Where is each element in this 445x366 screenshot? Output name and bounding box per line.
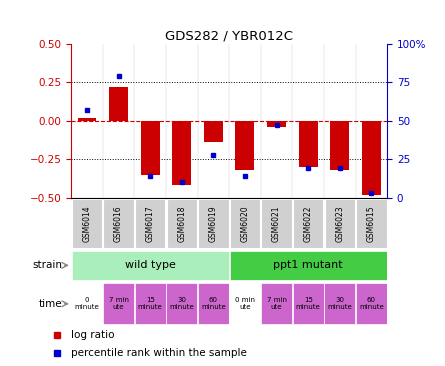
Bar — [141, 121, 160, 175]
Bar — [135, 199, 166, 248]
Text: strain: strain — [32, 260, 62, 270]
Title: GDS282 / YBR012C: GDS282 / YBR012C — [165, 30, 293, 43]
Bar — [293, 199, 324, 248]
Bar — [77, 118, 97, 121]
Text: 60
minute: 60 minute — [201, 297, 226, 310]
Text: ppt1 mutant: ppt1 mutant — [273, 260, 343, 270]
Bar — [230, 283, 260, 324]
Bar — [172, 121, 191, 185]
Text: GSM6016: GSM6016 — [114, 205, 123, 242]
Bar — [235, 121, 255, 170]
Bar — [103, 283, 134, 324]
Text: 7 min
ute: 7 min ute — [109, 297, 129, 310]
Text: GSM6023: GSM6023 — [335, 205, 344, 242]
Bar — [204, 121, 223, 142]
Text: 15
minute: 15 minute — [296, 297, 320, 310]
Bar — [166, 199, 197, 248]
Bar — [261, 283, 292, 324]
Bar — [109, 87, 128, 121]
Bar — [135, 283, 166, 324]
Bar — [103, 199, 134, 248]
Bar — [230, 251, 387, 280]
Bar — [299, 121, 318, 167]
Text: time: time — [39, 299, 62, 309]
Text: log ratio: log ratio — [70, 330, 114, 340]
Text: GSM6019: GSM6019 — [209, 205, 218, 242]
Text: GSM6022: GSM6022 — [303, 205, 313, 242]
Text: GSM6017: GSM6017 — [146, 205, 155, 242]
Text: percentile rank within the sample: percentile rank within the sample — [70, 348, 247, 358]
Text: 15
minute: 15 minute — [138, 297, 162, 310]
Bar — [324, 283, 355, 324]
Bar — [72, 199, 102, 248]
Bar — [293, 283, 324, 324]
Bar — [356, 199, 387, 248]
Text: GSM6014: GSM6014 — [82, 205, 92, 242]
Bar — [362, 121, 381, 195]
Text: 0
minute: 0 minute — [75, 297, 99, 310]
Bar — [330, 121, 349, 170]
Bar — [198, 199, 229, 248]
Bar — [324, 199, 355, 248]
Bar — [267, 121, 286, 127]
Text: 0 min
ute: 0 min ute — [235, 297, 255, 310]
Text: GSM6021: GSM6021 — [272, 205, 281, 242]
Bar — [72, 251, 229, 280]
Text: wild type: wild type — [125, 260, 176, 270]
Text: 60
minute: 60 minute — [359, 297, 384, 310]
Bar — [356, 283, 387, 324]
Text: 30
minute: 30 minute — [170, 297, 194, 310]
Bar — [72, 283, 102, 324]
Bar — [230, 199, 260, 248]
Bar — [261, 199, 292, 248]
Bar — [198, 283, 229, 324]
Text: GSM6018: GSM6018 — [177, 205, 186, 242]
Text: 7 min
ute: 7 min ute — [267, 297, 287, 310]
Bar — [166, 283, 197, 324]
Text: GSM6020: GSM6020 — [240, 205, 250, 242]
Text: 30
minute: 30 minute — [328, 297, 352, 310]
Text: GSM6015: GSM6015 — [367, 205, 376, 242]
